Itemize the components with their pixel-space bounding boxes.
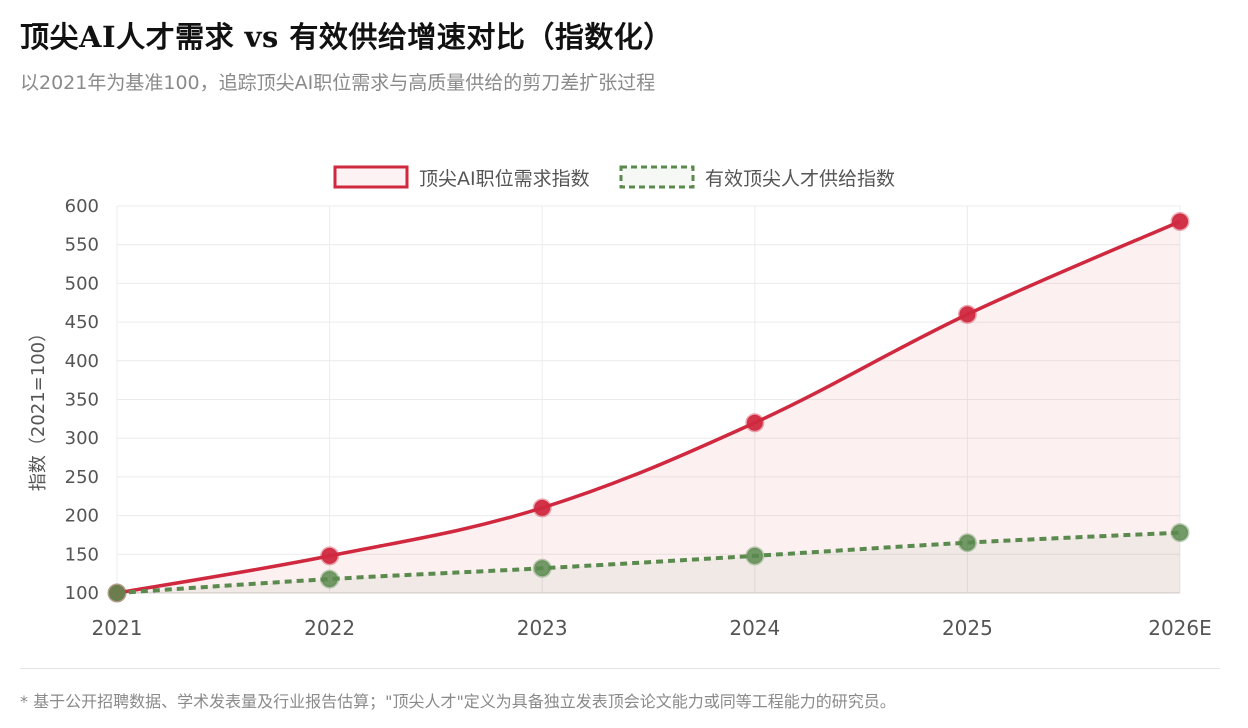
data-point-series-1 <box>532 498 552 518</box>
line-chart: 100 150 200 250 300 350 400 450 500 550 600 2021 202… <box>28 165 1212 640</box>
series-area-1 <box>117 221 1180 594</box>
y-tick-label: 300 <box>65 428 99 449</box>
data-point-series-1 <box>1170 211 1190 231</box>
legend: 顶尖AI职位需求指数 有效顶尖人才供给指数 <box>333 165 895 190</box>
legend-label-2: 有效顶尖人才供给指数 <box>705 168 895 190</box>
footer-divider <box>20 668 1220 669</box>
x-tick-label: 2026E <box>1148 616 1212 640</box>
series-lines <box>116 219 1181 595</box>
y-tick-label: 100 <box>65 583 99 604</box>
x-tick-label: 2022 <box>304 616 355 640</box>
legend-swatch-2 <box>619 165 695 189</box>
data-point-series-1 <box>745 413 765 433</box>
chart-title: 顶尖AI人才需求 vs 有效供给增速对比（指数化） <box>20 20 673 54</box>
y-tick-label: 400 <box>65 351 99 372</box>
data-point-series-1 <box>320 546 340 566</box>
series-points <box>107 211 1190 603</box>
series-line-1 <box>116 219 1181 595</box>
data-point-series-2 <box>107 583 127 603</box>
y-axis-title: 指数（2021=100） <box>28 324 49 491</box>
data-point-series-2 <box>320 569 340 589</box>
y-tick-label: 350 <box>65 390 99 411</box>
grid <box>116 205 1181 594</box>
y-tick-label: 150 <box>65 544 99 565</box>
data-point-series-2 <box>957 533 977 553</box>
footnote: * 基于公开招聘数据、学术发表量及行业报告估算；"顶尖人才"定义为具备独立发表顶… <box>20 692 896 711</box>
axes: 100 150 200 250 300 350 400 450 500 550 600 2021 202… <box>28 196 1212 640</box>
y-tick-label: 600 <box>65 196 99 217</box>
legend-swatch-1 <box>333 165 409 189</box>
x-tick-label: 2023 <box>517 616 568 640</box>
y-tick-label: 450 <box>65 312 99 333</box>
x-tick-label: 2021 <box>92 616 143 640</box>
chart-subtitle: 以2021年为基准100，追踪顶尖AI职位需求与高质量供给的剪刀差扩张过程 <box>20 72 656 94</box>
x-tick-label: 2024 <box>729 616 780 640</box>
y-tick-label: 200 <box>65 506 99 527</box>
x-tick-label: 2025 <box>942 616 993 640</box>
y-tick-label: 250 <box>65 467 99 488</box>
data-point-series-2 <box>745 546 765 566</box>
legend-label-1: 顶尖AI职位需求指数 <box>419 168 590 190</box>
data-point-series-1 <box>957 304 977 324</box>
series-line-2 <box>116 530 1181 595</box>
data-point-series-2 <box>1170 523 1190 543</box>
series-areas <box>117 221 1180 594</box>
data-point-series-2 <box>532 558 552 578</box>
y-tick-label: 550 <box>65 235 99 256</box>
y-tick-label: 500 <box>65 273 99 294</box>
